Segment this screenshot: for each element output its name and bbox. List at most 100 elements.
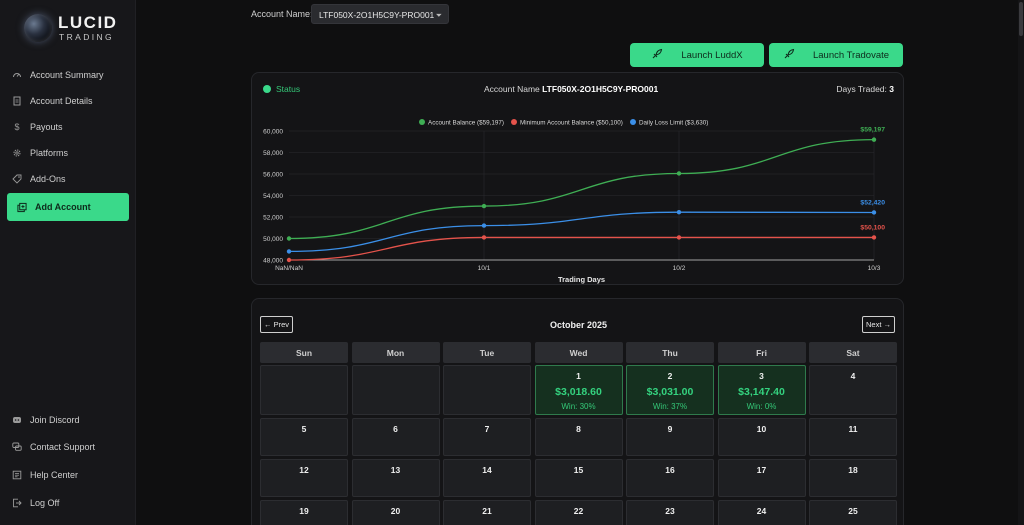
scrollbar-thumb[interactable] bbox=[1019, 2, 1023, 36]
account-select[interactable]: LTF050X-2O1H5C9Y-PRO001 ⏷ bbox=[311, 4, 449, 24]
day-win-rate: Win: 37% bbox=[652, 402, 688, 411]
calendar-day-cell[interactable]: 9 bbox=[626, 418, 714, 456]
day-number: 5 bbox=[301, 424, 307, 434]
day-number: 6 bbox=[393, 424, 398, 434]
weekday-header: Sat bbox=[809, 342, 897, 363]
calendar-day-cell[interactable]: 15 bbox=[534, 459, 623, 497]
chart-account-value: LTF050X-2O1H5C9Y-PRO001 bbox=[542, 84, 659, 94]
day-pnl: $3,031.00 bbox=[646, 386, 694, 398]
day-number: 23 bbox=[665, 506, 675, 516]
sidebar-item-label: Payouts bbox=[30, 122, 63, 132]
calendar-day-cell[interactable]: 8 bbox=[534, 418, 623, 456]
calendar-day-cell[interactable]: 7 bbox=[443, 418, 531, 456]
next-month-button[interactable]: Next → bbox=[862, 316, 895, 333]
data-point bbox=[481, 203, 487, 209]
sidebar-item-account-summary[interactable]: Account Summary bbox=[0, 62, 136, 88]
calendar-day-cell[interactable]: 5 bbox=[260, 418, 348, 456]
weekday-header: Mon bbox=[351, 342, 440, 363]
days-traded-value: 3 bbox=[889, 84, 894, 94]
calendar-day-cell[interactable]: 23 bbox=[626, 500, 714, 525]
y-tick-label: 52,000 bbox=[263, 215, 283, 222]
sidebar-item-label: Help Center bbox=[30, 469, 79, 480]
day-number: 11 bbox=[848, 424, 858, 434]
data-point bbox=[676, 209, 682, 215]
day-number: 21 bbox=[482, 506, 492, 516]
sidebar-item-add-account[interactable]: Add Account bbox=[7, 193, 129, 221]
day-number: 24 bbox=[756, 506, 767, 516]
sidebar-bottom-nav: Join Discord Contact Support Help Center… bbox=[0, 406, 136, 516]
sidebar-item-join-discord[interactable]: Join Discord bbox=[0, 406, 136, 434]
page-scrollbar[interactable] bbox=[1018, 0, 1024, 525]
calendar-month-title: October 2025 bbox=[549, 320, 608, 330]
calendar-empty-cell bbox=[351, 365, 440, 415]
logo-orb-icon bbox=[24, 14, 52, 42]
calendar-day-cell[interactable]: 10 bbox=[717, 418, 806, 456]
day-number: 8 bbox=[576, 424, 581, 434]
sidebar-item-add-ons[interactable]: Add-Ons bbox=[0, 166, 136, 192]
y-tick-label: 48,000 bbox=[263, 258, 283, 265]
sidebar-item-label: Contact Support bbox=[30, 442, 96, 453]
sidebar-item-log-off[interactable]: Log Off bbox=[0, 489, 136, 517]
rocket-icon bbox=[651, 48, 663, 63]
calendar-day-cell[interactable]: 16 bbox=[626, 459, 714, 497]
sidebar-item-label: Account Summary bbox=[30, 70, 104, 80]
data-point bbox=[286, 236, 292, 241]
sidebar-item-platforms[interactable]: Platforms bbox=[0, 140, 136, 166]
chart-account-label: Account Name bbox=[484, 84, 540, 94]
account-select-label: Account Name: bbox=[251, 9, 313, 19]
help-icon bbox=[12, 470, 22, 480]
calendar-empty-cell bbox=[260, 365, 348, 415]
day-number: 10 bbox=[756, 424, 767, 434]
day-number: 16 bbox=[665, 465, 675, 475]
calendar-day-cell[interactable]: 2 $3,031.00 Win: 37% bbox=[626, 365, 714, 415]
day-number: 7 bbox=[484, 424, 490, 434]
sidebar-item-contact-support[interactable]: Contact Support bbox=[0, 434, 136, 462]
data-point bbox=[871, 235, 877, 240]
calendar-day-cell[interactable]: 17 bbox=[717, 459, 806, 497]
weekday-header: Sun bbox=[260, 342, 348, 363]
launch-tradovate-button[interactable]: Launch Tradovate bbox=[769, 43, 903, 67]
calendar-day-cell[interactable]: 4 bbox=[809, 365, 897, 415]
day-number: 22 bbox=[573, 506, 584, 516]
y-tick-label: 56,000 bbox=[263, 172, 283, 179]
sidebar-item-account-details[interactable]: Account Details bbox=[0, 88, 136, 114]
calendar-day-cell[interactable]: 21 bbox=[443, 500, 531, 525]
y-tick-label: 58,000 bbox=[263, 150, 283, 157]
sidebar-item-label: Account Details bbox=[30, 96, 93, 106]
day-number: 19 bbox=[299, 506, 309, 516]
launch-luddx-button[interactable]: Launch LuddX bbox=[630, 43, 764, 67]
calendar-day-cell[interactable]: 24 bbox=[717, 500, 806, 525]
sidebar-item-help-center[interactable]: Help Center bbox=[0, 461, 136, 489]
weekday-header: Fri bbox=[717, 342, 806, 363]
calendar-day-cell[interactable]: 22 bbox=[534, 500, 623, 525]
sidebar-nav: Account Summary Account Details $ Payout… bbox=[0, 62, 136, 221]
tag-icon bbox=[12, 174, 22, 184]
prev-month-button[interactable]: ← Prev bbox=[260, 316, 293, 333]
brand-logo[interactable]: LUCID TRADING bbox=[24, 14, 117, 42]
day-number: 2 bbox=[667, 371, 673, 381]
weekday-header: Tue bbox=[443, 342, 531, 363]
y-tick-label: 60,000 bbox=[263, 129, 283, 136]
calendar-day-cell[interactable]: 20 bbox=[351, 500, 440, 525]
calendar-day-cell[interactable]: 25 bbox=[809, 500, 897, 525]
weekday-header: Thu bbox=[626, 342, 714, 363]
balance-line-chart: 48,000 50,000 52,000 54,000 56,000 58,000 60,0… bbox=[263, 119, 885, 284]
calendar-day-cell[interactable]: 6 bbox=[351, 418, 440, 456]
day-number: 13 bbox=[390, 465, 401, 475]
account-select-value: LTF050X-2O1H5C9Y-PRO001 bbox=[319, 10, 435, 20]
calendar-day-cell[interactable]: 18 bbox=[809, 459, 897, 497]
calendar-day-cell[interactable]: 19 bbox=[260, 500, 348, 525]
calendar-day-cell[interactable]: 1 $3,018.60 Win: 30% bbox=[534, 365, 623, 415]
calendar-day-cell[interactable]: 11 bbox=[809, 418, 897, 456]
sidebar-item-payouts[interactable]: $ Payouts bbox=[0, 114, 136, 140]
status-indicator: Status bbox=[263, 84, 300, 94]
calendar-day-cell[interactable]: 3 $3,147.40 Win: 0% bbox=[717, 365, 806, 415]
calendar-day-cell[interactable]: 14 bbox=[443, 459, 531, 497]
days-traded-label: Days Traded: bbox=[836, 84, 887, 94]
calendar-day-cell[interactable]: 12 bbox=[260, 459, 348, 497]
day-number: 25 bbox=[848, 506, 858, 516]
calendar-day-cell[interactable]: 13 bbox=[351, 459, 440, 497]
day-pnl: $3,018.60 bbox=[555, 386, 602, 398]
sidebar: LUCID TRADING Account Summary Account De… bbox=[0, 0, 136, 525]
